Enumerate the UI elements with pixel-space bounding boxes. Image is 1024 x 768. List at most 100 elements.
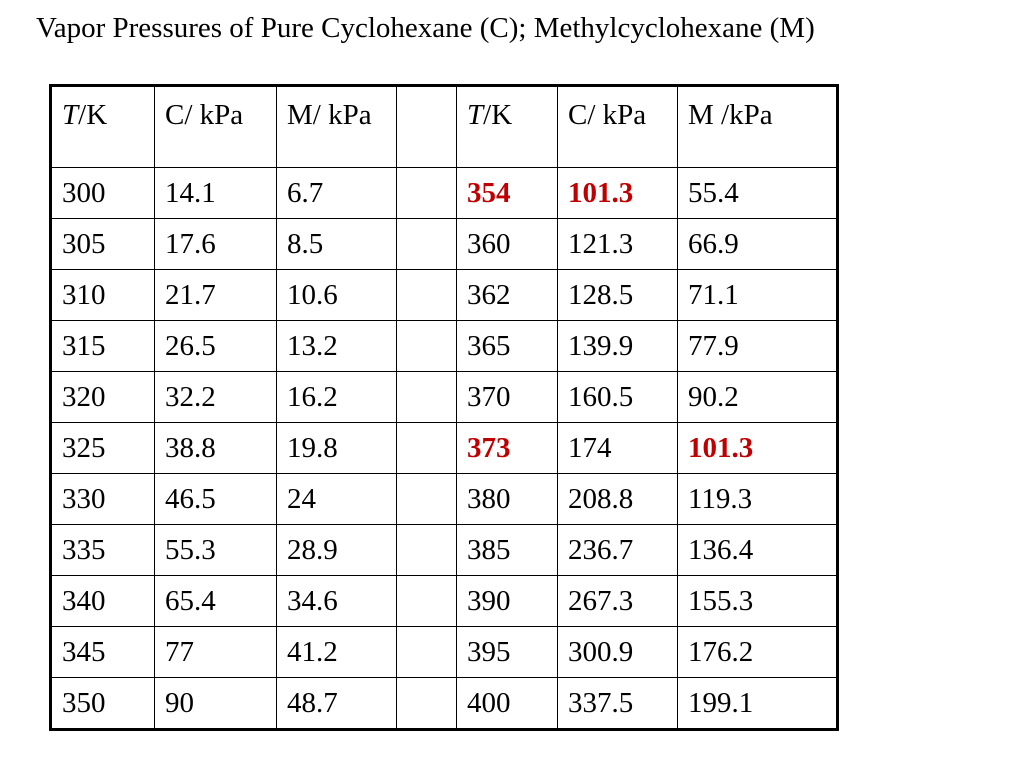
methylcyclohexane-pressure-cell: 24	[276, 473, 397, 525]
table-row: 340 65.4 34.6 390 267.3 155.3	[50, 575, 838, 627]
spacer-cell	[396, 473, 457, 525]
temperature-cell: 305	[50, 218, 155, 270]
temperature-cell: 340	[50, 575, 155, 627]
methylcyclohexane-pressure-cell: 71.1	[677, 269, 838, 321]
header-t-symbol: T	[467, 99, 484, 131]
header-t-symbol: T	[62, 99, 79, 131]
table-row: 325 38.8 19.8 373 174 101.3	[50, 422, 838, 474]
header-cyclohexane-left: C/ kPa	[154, 85, 277, 168]
methylcyclohexane-pressure-cell: 155.3	[677, 575, 838, 627]
table-row: 320 32.2 16.2 370 160.5 90.2	[50, 371, 838, 423]
methylcyclohexane-pressure-cell: 77.9	[677, 320, 838, 372]
spacer-cell	[396, 524, 457, 576]
spacer-cell	[396, 626, 457, 678]
methylcyclohexane-pressure-cell: 34.6	[276, 575, 397, 627]
methylcyclohexane-pressure-cell: 66.9	[677, 218, 838, 270]
cyclohexane-pressure-cell: 65.4	[154, 575, 277, 627]
table-row: 305 17.6 8.5 360 121.3 66.9	[50, 218, 838, 270]
spacer-cell	[396, 320, 457, 372]
methylcyclohexane-pressure-cell: 19.8	[276, 422, 397, 474]
boiling-point-cell: 101.3	[677, 422, 838, 474]
temperature-cell: 310	[50, 269, 155, 321]
temperature-cell: 360	[456, 218, 558, 270]
methylcyclohexane-pressure-cell: 13.2	[276, 320, 397, 372]
methylcyclohexane-pressure-cell: 119.3	[677, 473, 838, 525]
methylcyclohexane-pressure-cell: 136.4	[677, 524, 838, 576]
cyclohexane-pressure-cell: 208.8	[557, 473, 678, 525]
vapor-pressure-table: T/K C/ kPa M/ kPa T/K C/ kPa M /kPa 300 1…	[49, 84, 839, 731]
methylcyclohexane-pressure-cell: 55.4	[677, 167, 838, 219]
temperature-cell: 320	[50, 371, 155, 423]
temperature-cell: 370	[456, 371, 558, 423]
table-body: 300 14.1 6.7 354 101.3 55.4 305 17.6 8.5 360 121.3…	[50, 167, 838, 730]
temperature-cell: 395	[456, 626, 558, 678]
boiling-point-cell: 373	[456, 422, 558, 474]
methylcyclohexane-pressure-cell: 10.6	[276, 269, 397, 321]
temperature-cell: 335	[50, 524, 155, 576]
temperature-cell: 330	[50, 473, 155, 525]
cyclohexane-pressure-cell: 121.3	[557, 218, 678, 270]
methylcyclohexane-pressure-cell: 16.2	[276, 371, 397, 423]
table-row: 330 46.5 24 380 208.8 119.3	[50, 473, 838, 525]
cyclohexane-pressure-cell: 139.9	[557, 320, 678, 372]
temperature-cell: 365	[456, 320, 558, 372]
temperature-cell: 390	[456, 575, 558, 627]
cyclohexane-pressure-cell: 38.8	[154, 422, 277, 474]
header-t-unit: /K	[483, 99, 513, 131]
cyclohexane-pressure-cell: 21.7	[154, 269, 277, 321]
header-temperature-right: T/K	[456, 85, 558, 168]
cyclohexane-pressure-cell: 77	[154, 626, 277, 678]
cyclohexane-pressure-cell: 174	[557, 422, 678, 474]
temperature-cell: 400	[456, 677, 558, 730]
cyclohexane-pressure-cell: 337.5	[557, 677, 678, 730]
methylcyclohexane-pressure-cell: 176.2	[677, 626, 838, 678]
table-row: 335 55.3 28.9 385 236.7 136.4	[50, 524, 838, 576]
methylcyclohexane-pressure-cell: 41.2	[276, 626, 397, 678]
spacer-cell	[396, 269, 457, 321]
header-methylcyclohexane-left: M/ kPa	[276, 85, 397, 168]
cyclohexane-pressure-cell: 90	[154, 677, 277, 730]
cyclohexane-pressure-cell: 267.3	[557, 575, 678, 627]
spacer-cell	[396, 677, 457, 730]
cyclohexane-pressure-cell: 17.6	[154, 218, 277, 270]
spacer-cell	[396, 371, 457, 423]
spacer-cell	[396, 575, 457, 627]
cyclohexane-pressure-cell: 46.5	[154, 473, 277, 525]
temperature-cell: 345	[50, 626, 155, 678]
boiling-point-cell: 354	[456, 167, 558, 219]
cyclohexane-pressure-cell: 32.2	[154, 371, 277, 423]
temperature-cell: 380	[456, 473, 558, 525]
table-row: 315 26.5 13.2 365 139.9 77.9	[50, 320, 838, 372]
cyclohexane-pressure-cell: 160.5	[557, 371, 678, 423]
table-row: 345 77 41.2 395 300.9 176.2	[50, 626, 838, 678]
table-row: 350 90 48.7 400 337.5 199.1	[50, 677, 838, 730]
table-row: 310 21.7 10.6 362 128.5 71.1	[50, 269, 838, 321]
cyclohexane-pressure-cell: 236.7	[557, 524, 678, 576]
page-title: Vapor Pressures of Pure Cyclohexane (C);…	[36, 12, 815, 44]
cyclohexane-pressure-cell: 55.3	[154, 524, 277, 576]
header-cyclohexane-right: C/ kPa	[557, 85, 678, 168]
methylcyclohexane-pressure-cell: 28.9	[276, 524, 397, 576]
header-t-unit: /K	[78, 99, 108, 131]
table-header-row: T/K C/ kPa M/ kPa T/K C/ kPa M /kPa	[50, 85, 838, 168]
methylcyclohexane-pressure-cell: 48.7	[276, 677, 397, 730]
spacer-cell	[396, 422, 457, 474]
methylcyclohexane-pressure-cell: 6.7	[276, 167, 397, 219]
temperature-cell: 385	[456, 524, 558, 576]
spacer-cell	[396, 85, 457, 168]
temperature-cell: 350	[50, 677, 155, 730]
header-temperature-left: T/K	[50, 85, 155, 168]
cyclohexane-pressure-cell: 26.5	[154, 320, 277, 372]
cyclohexane-pressure-cell: 300.9	[557, 626, 678, 678]
cyclohexane-pressure-cell: 14.1	[154, 167, 277, 219]
boiling-point-cell: 101.3	[557, 167, 678, 219]
temperature-cell: 315	[50, 320, 155, 372]
temperature-cell: 362	[456, 269, 558, 321]
spacer-cell	[396, 218, 457, 270]
methylcyclohexane-pressure-cell: 8.5	[276, 218, 397, 270]
temperature-cell: 300	[50, 167, 155, 219]
methylcyclohexane-pressure-cell: 199.1	[677, 677, 838, 730]
temperature-cell: 325	[50, 422, 155, 474]
header-methylcyclohexane-right: M /kPa	[677, 85, 838, 168]
